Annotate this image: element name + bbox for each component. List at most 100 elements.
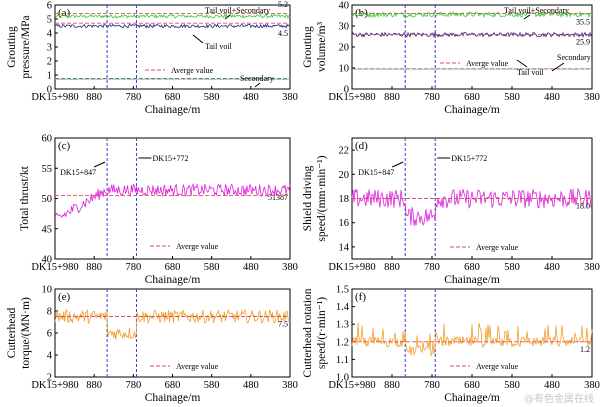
y-tick-label: 60 [42, 134, 53, 145]
y-tick-label: 0 [47, 85, 52, 96]
x-tick-label: DK15+980 [328, 262, 375, 273]
end-value-label: 4.5 [278, 29, 288, 38]
plot-frame [351, 4, 593, 90]
y-tick-label: 2 [47, 57, 52, 68]
panel-label: (e) [58, 291, 71, 303]
x-tick-label: 780 [125, 380, 141, 391]
y-axis-label: Shield driving [302, 166, 314, 232]
annotation-arrow [523, 14, 531, 20]
marker-label: DK15+772 [152, 154, 188, 163]
x-tick-label: 580 [504, 380, 520, 391]
y-tick-label: 6 [47, 329, 52, 340]
annotation-arrow [192, 34, 204, 44]
y-tick-label: 5 [47, 15, 52, 26]
legend-label: Averge value [176, 242, 219, 251]
panel-label: (d) [355, 140, 368, 152]
x-tick-label: 880 [384, 92, 400, 103]
y-tick-label: 1.1 [336, 355, 349, 366]
y-tick-label: 1.2 [336, 337, 349, 348]
x-tick-label: DK15+980 [31, 380, 78, 391]
x-tick-label: 580 [504, 262, 520, 273]
y-tick-label: 6 [47, 1, 52, 12]
y-tick-label: 2 [47, 373, 52, 384]
x-tick-label: 480 [544, 262, 560, 273]
x-tick-label: 380 [584, 262, 600, 273]
x-tick-label: 480 [243, 380, 259, 391]
series-line [54, 23, 291, 29]
y-tick-label: 4 [47, 29, 53, 40]
x-tick-label: 380 [282, 262, 298, 273]
y-tick-label: 16 [339, 218, 350, 229]
x-tick-label: 780 [424, 380, 440, 391]
series-line [351, 10, 593, 19]
series-line [54, 308, 291, 340]
x-tick-label: 680 [165, 380, 181, 391]
x-tick-label: 680 [165, 92, 181, 103]
x-axis-label: Chainage/m [444, 392, 500, 404]
series-line [54, 182, 291, 219]
marker-arrow [391, 161, 404, 168]
x-tick-label: 680 [464, 262, 480, 273]
series-name-label: Tail voil [517, 68, 545, 77]
x-axis-label: Chainage/m [145, 104, 201, 116]
end-value-label: 25.9 [576, 38, 590, 47]
x-tick-label: 480 [243, 92, 259, 103]
marker-label: DK15+847 [60, 168, 96, 177]
marker-label: DK15+772 [451, 154, 487, 163]
y-axis-label: Total thrust/kt [19, 165, 31, 230]
y-tick-label: 1.4 [336, 302, 350, 313]
y-tick-label: 0 [344, 85, 349, 96]
x-tick-label: 880 [384, 380, 400, 391]
x-tick-label: 680 [464, 92, 480, 103]
x-axis-label: Chainage/m [145, 274, 201, 286]
series-name-label: Secondary [240, 74, 274, 83]
series-line [351, 322, 593, 357]
x-tick-label: DK15+980 [31, 92, 78, 103]
x-axis-label: Chainage/m [444, 274, 500, 286]
x-tick-label: 380 [584, 92, 600, 103]
panel-label: (c) [58, 140, 71, 152]
y-axis-label: pressure/MPa [20, 15, 32, 78]
y-axis-label: speed/(mm·min⁻¹) [316, 155, 328, 241]
y-tick-label: 14 [339, 242, 350, 253]
y-tick-label: 1.5 [336, 285, 349, 296]
x-tick-label: 480 [544, 380, 560, 391]
y-tick-label: 3 [47, 43, 52, 54]
x-axis-label: Chainage/m [145, 392, 201, 404]
y-tick-label: 10 [42, 285, 53, 296]
x-tick-label: 580 [504, 92, 520, 103]
x-tick-label: 780 [424, 92, 440, 103]
series-name-label: Secondary [557, 53, 591, 62]
y-tick-label: 55 [42, 164, 53, 175]
x-tick-label: 580 [204, 262, 220, 273]
legend-label: Averge value [476, 362, 519, 371]
x-tick-label: 380 [282, 92, 298, 103]
series-name-label: Tail voil+Secondary [504, 6, 569, 15]
x-tick-label: 880 [384, 262, 400, 273]
y-tick-label: 40 [339, 1, 350, 12]
panel-e: DK15+980 880 780 680 580 480 380 Chainage/m 2 4 6 8… [6, 285, 298, 405]
x-tick-label: 780 [125, 262, 141, 273]
y-axis-label: torque/(MN·m) [20, 297, 32, 369]
y-tick-label: 1.0 [336, 373, 349, 384]
annotation-arrow [254, 82, 261, 88]
y-tick-label: 4 [47, 351, 53, 362]
panel-label: (f) [355, 291, 366, 303]
y-axis-label: Cutterhead [6, 308, 18, 359]
end-value-label: 18.0 [576, 202, 590, 211]
annotation-arrow [224, 14, 231, 20]
y-tick-label: 8 [47, 307, 52, 318]
panel-b: DK15+980 880 780 680 580 480 380 Chainage/m 0 10 2… [302, 1, 600, 117]
marker-arrow [93, 161, 106, 168]
marker-label: DK15+847 [358, 168, 394, 177]
x-tick-label: 580 [204, 92, 220, 103]
x-tick-label: 380 [282, 380, 298, 391]
y-tick-label: 18 [339, 194, 350, 205]
y-tick-label: 30 [339, 22, 350, 33]
panel-c: DK15+980 880 780 680 580 480 380 Chainage/m 40 45… [19, 134, 298, 287]
y-tick-label: 50 [42, 194, 53, 205]
x-tick-label: 680 [165, 262, 181, 273]
y-tick-label: 40 [42, 255, 53, 266]
panel-a: DK15+980 880 780 680 580 480 380 Chainage/m 0 1 2 3… [6, 0, 298, 116]
